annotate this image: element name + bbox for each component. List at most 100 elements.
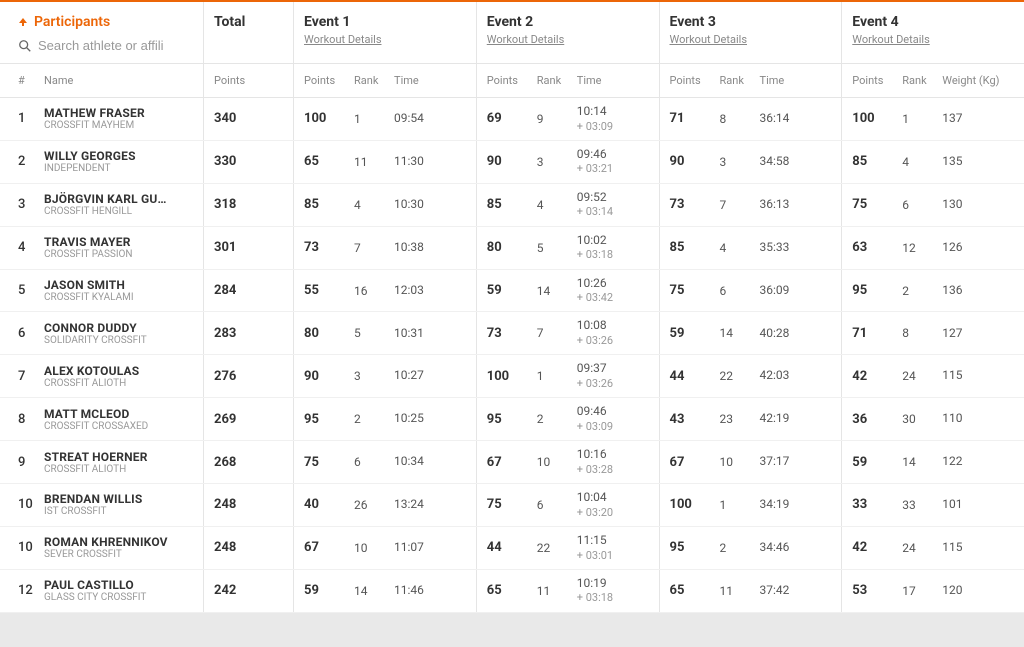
table-row[interactable]: 9STREAT HOERNERCROSSFIT ALIOTH26875610:3… bbox=[0, 441, 1024, 484]
event-rank: 2 bbox=[537, 412, 577, 426]
event-cell: 3333101 bbox=[842, 484, 1024, 526]
event-rank: 6 bbox=[720, 284, 760, 298]
event-points: 42 bbox=[852, 369, 902, 384]
table-row[interactable]: 3BJÖRGVIN KARL GU…CROSSFIT HENGILL318854… bbox=[0, 184, 1024, 227]
event-rank: 14 bbox=[354, 584, 394, 598]
event-cell: 952136 bbox=[842, 270, 1024, 312]
event-points: 75 bbox=[304, 455, 354, 470]
table-row[interactable]: 12PAUL CASTILLOGLASS CITY CROSSFIT242591… bbox=[0, 570, 1024, 613]
col-rank: # bbox=[0, 74, 44, 87]
workout-details-link[interactable]: Workout Details bbox=[487, 33, 649, 46]
event-cell: 5317120 bbox=[842, 570, 1024, 612]
event-points: 85 bbox=[670, 240, 720, 255]
event-result: 10:38 bbox=[394, 240, 466, 256]
event-rank: 7 bbox=[354, 241, 394, 255]
total-column-header[interactable]: Total bbox=[204, 2, 294, 63]
event-cell: 442211:15+ 03:01 bbox=[477, 527, 660, 569]
athlete-name-block: TRAVIS MAYERCROSSFIT PASSION bbox=[44, 235, 203, 260]
athlete-cell: 10BRENDAN WILLISIST CROSSFIT bbox=[0, 484, 204, 526]
table-row[interactable]: 10ROMAN KHRENNIKOVSEVER CROSSFIT24867101… bbox=[0, 527, 1024, 570]
event-cell: 591411:46 bbox=[294, 570, 477, 612]
event-points: 80 bbox=[487, 240, 537, 255]
event-result: 10:14+ 03:09 bbox=[577, 104, 649, 134]
sub-event-3: Points Rank Time bbox=[660, 64, 843, 97]
total-points: 276 bbox=[204, 355, 294, 397]
athlete-cell: 6CONNOR DUDDYSOLIDARITY CROSSFIT bbox=[0, 312, 204, 354]
workout-details-link[interactable]: Workout Details bbox=[670, 33, 832, 46]
event-cell: 718127 bbox=[842, 312, 1024, 354]
table-row[interactable]: 2WILLY GEORGESINDEPENDENT330651111:30903… bbox=[0, 141, 1024, 184]
event-4-header: Event 4 Workout Details bbox=[842, 2, 1024, 63]
event-rank: 3 bbox=[537, 155, 577, 169]
event-tiebreak: + 03:21 bbox=[577, 162, 649, 176]
event-tiebreak: + 03:42 bbox=[577, 291, 649, 305]
event-points: 80 bbox=[304, 326, 354, 341]
athlete-cell: 12PAUL CASTILLOGLASS CITY CROSSFIT bbox=[0, 570, 204, 612]
table-row[interactable]: 10BRENDAN WILLISIST CROSSFIT248402613:24… bbox=[0, 484, 1024, 527]
event-tiebreak: + 03:20 bbox=[577, 506, 649, 520]
table-row[interactable]: 8MATT MCLEODCROSSFIT CROSSAXED26995210:2… bbox=[0, 398, 1024, 441]
event-rank: 1 bbox=[354, 112, 394, 126]
event-result: 120 bbox=[942, 583, 1014, 599]
table-body: 1MATHEW FRASERCROSSFIT MAYHEM340100109:5… bbox=[0, 98, 1024, 613]
event-cell: 90309:46+ 03:21 bbox=[477, 141, 660, 183]
table-row[interactable]: 6CONNOR DUDDYSOLIDARITY CROSSFIT28380510… bbox=[0, 312, 1024, 355]
table-row[interactable]: 4TRAVIS MAYERCROSSFIT PASSION30173710:38… bbox=[0, 227, 1024, 270]
event-rank: 1 bbox=[537, 369, 577, 383]
event-rank: 30 bbox=[902, 412, 942, 426]
event-result: 09:37+ 03:26 bbox=[577, 361, 649, 391]
event-cell: 80510:02+ 03:18 bbox=[477, 227, 660, 269]
event-points: 36 bbox=[852, 412, 902, 427]
event-result: 126 bbox=[942, 240, 1014, 256]
event-cell: 73710:08+ 03:26 bbox=[477, 312, 660, 354]
athlete-affiliate: INDEPENDENT bbox=[44, 163, 195, 174]
event-title: Event 4 bbox=[852, 14, 1014, 30]
event-rank: 14 bbox=[537, 284, 577, 298]
event-rank: 22 bbox=[720, 369, 760, 383]
col-time: Time bbox=[394, 74, 466, 87]
event-result: 101 bbox=[942, 497, 1014, 513]
table-row[interactable]: 5JASON SMITHCROSSFIT KYALAMI284551612:03… bbox=[0, 270, 1024, 313]
athlete-cell: 1MATHEW FRASERCROSSFIT MAYHEM bbox=[0, 98, 204, 140]
event-result: 10:27 bbox=[394, 368, 466, 384]
event-rank: 4 bbox=[537, 198, 577, 212]
overall-rank: 9 bbox=[0, 455, 44, 470]
event-result: 12:03 bbox=[394, 283, 466, 299]
event-cell: 551612:03 bbox=[294, 270, 477, 312]
event-result: 110 bbox=[942, 411, 1014, 427]
workout-details-link[interactable]: Workout Details bbox=[852, 33, 1014, 46]
table-row[interactable]: 7ALEX KOTOULASCROSSFIT ALIOTH27690310:27… bbox=[0, 355, 1024, 398]
participants-sort[interactable]: Participants bbox=[18, 14, 191, 30]
event-rank: 14 bbox=[720, 326, 760, 340]
event-points: 65 bbox=[304, 154, 354, 169]
event-cell: 671010:16+ 03:28 bbox=[477, 441, 660, 483]
event-points: 67 bbox=[670, 455, 720, 470]
workout-details-link[interactable]: Workout Details bbox=[304, 33, 466, 46]
event-points: 71 bbox=[670, 111, 720, 126]
event-result: 11:07 bbox=[394, 540, 466, 556]
event-rank: 2 bbox=[354, 412, 394, 426]
event-rank: 12 bbox=[902, 241, 942, 255]
search-input[interactable] bbox=[38, 38, 178, 53]
event-points: 63 bbox=[852, 240, 902, 255]
athlete-name: STREAT HOERNER bbox=[44, 450, 195, 464]
event-points: 67 bbox=[304, 540, 354, 555]
athlete-affiliate: SEVER CROSSFIT bbox=[44, 549, 195, 560]
event-cell: 95209:46+ 03:09 bbox=[477, 398, 660, 440]
event-points: 90 bbox=[304, 369, 354, 384]
event-rank: 4 bbox=[354, 198, 394, 212]
event-points: 90 bbox=[487, 154, 537, 169]
col-rank: Rank bbox=[902, 74, 942, 87]
event-result: 10:34 bbox=[394, 454, 466, 470]
event-cell: 854135 bbox=[842, 141, 1024, 183]
event-points: 67 bbox=[487, 455, 537, 470]
total-points: 330 bbox=[204, 141, 294, 183]
col-time: Time bbox=[760, 74, 832, 87]
event-cell: 432342:19 bbox=[660, 398, 843, 440]
athlete-name-block: WILLY GEORGESINDEPENDENT bbox=[44, 149, 203, 174]
event-points: 95 bbox=[852, 283, 902, 298]
overall-rank: 7 bbox=[0, 369, 44, 384]
event-result: 11:46 bbox=[394, 583, 466, 599]
event-tiebreak: + 03:09 bbox=[577, 420, 649, 434]
table-row[interactable]: 1MATHEW FRASERCROSSFIT MAYHEM340100109:5… bbox=[0, 98, 1024, 141]
